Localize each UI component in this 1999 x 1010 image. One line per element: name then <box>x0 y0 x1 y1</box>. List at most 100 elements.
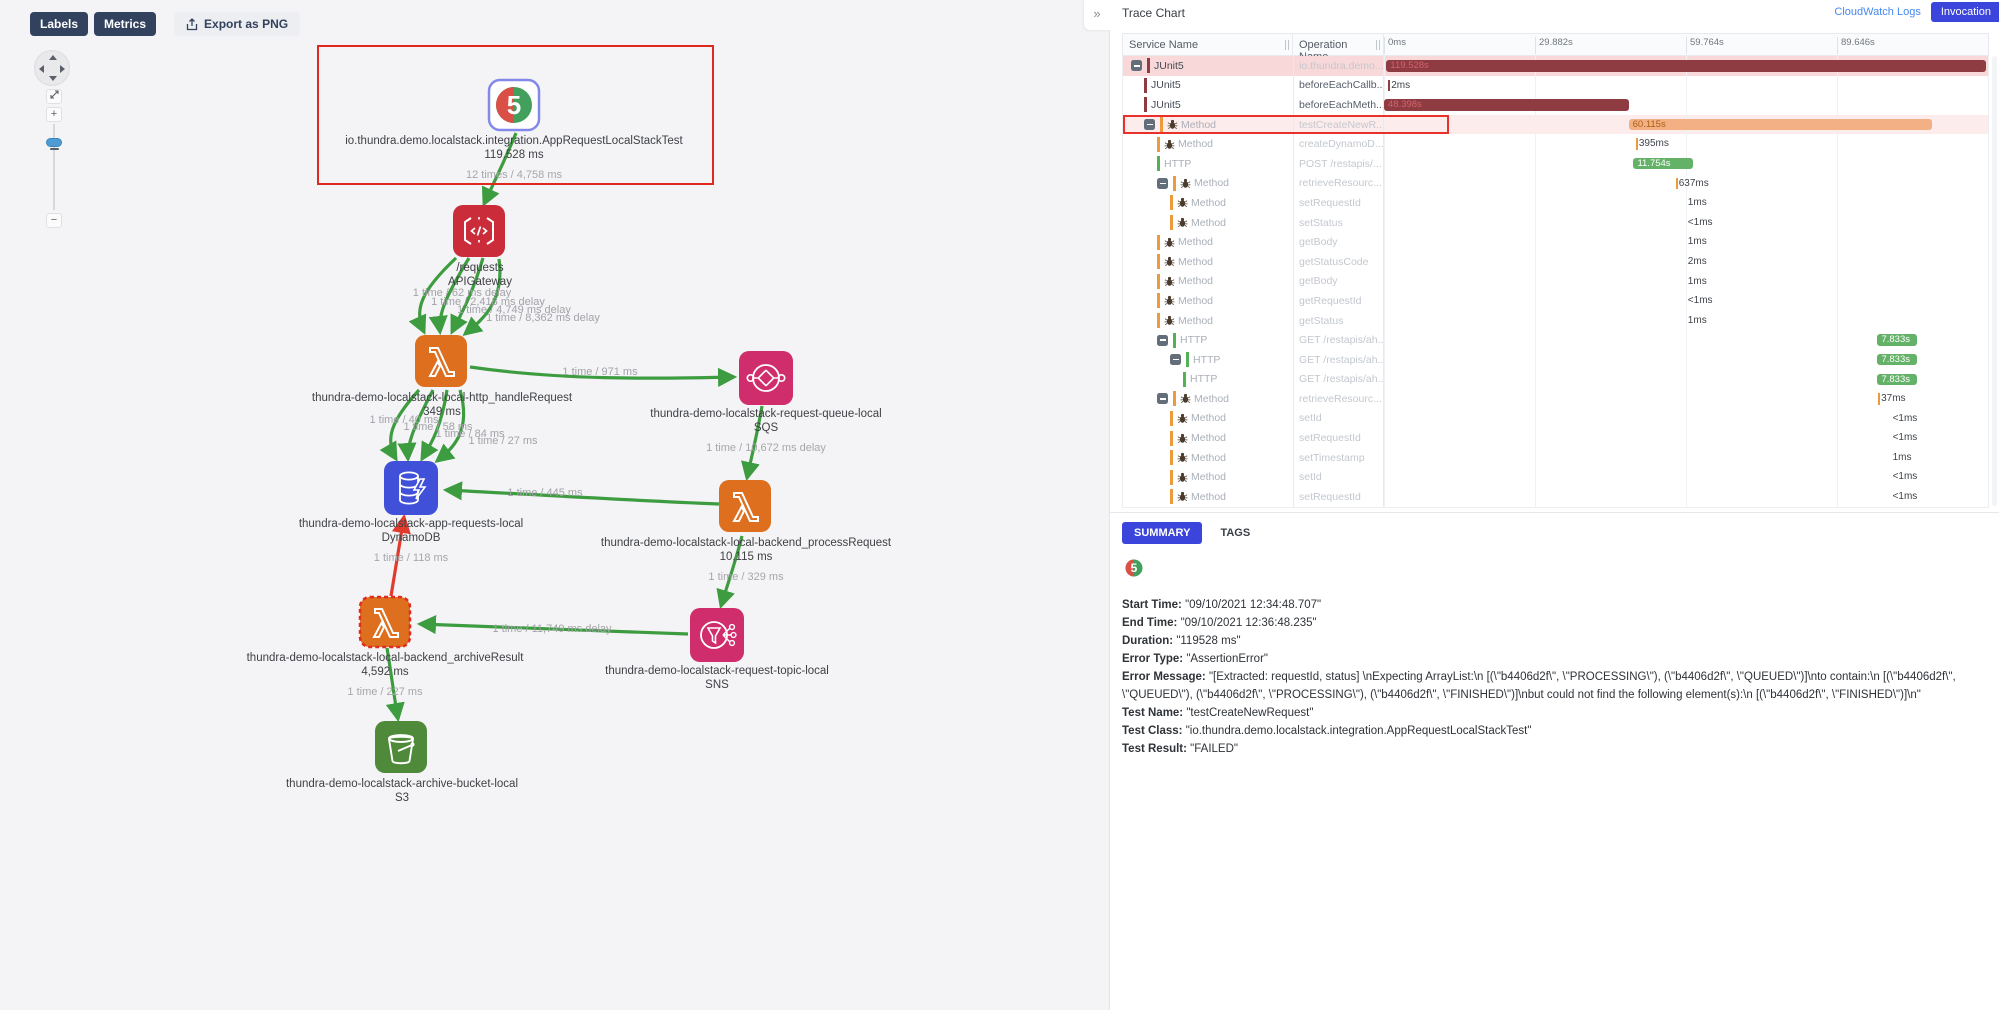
duration-bar[interactable]: 7.833s <box>1877 373 1918 385</box>
summary-fields: Start Time: "09/10/2021 12:34:48.707" End… <box>1122 596 1987 758</box>
panel-collapse-button[interactable]: » <box>1084 0 1110 30</box>
collapse-toggle[interactable] <box>1144 119 1155 131</box>
trace-row-settimestamp[interactable]: Method setTimestamp 1ms <box>1123 447 1988 468</box>
collapse-toggle[interactable] <box>1131 60 1142 72</box>
operation-name: GET /restapis/ah... <box>1293 330 1384 350</box>
pan-control[interactable] <box>34 50 70 86</box>
trace-row-retrieveresourc-[interactable]: Method retrieveResourc... 637ms <box>1123 173 1988 194</box>
tab-tags[interactable]: TAGS <box>1220 527 1251 539</box>
node-junit-test[interactable]: 5 <box>487 78 541 132</box>
trace-row-setid[interactable]: Method setId <1ms <box>1123 408 1988 429</box>
duration-value: <1ms <box>1892 471 1918 483</box>
operation-name: getStatusCode <box>1293 251 1384 272</box>
labels-button[interactable]: Labels <box>30 12 89 36</box>
trace-row-setrequestid[interactable]: Method setRequestId 1ms <box>1123 193 1988 213</box>
diagram-nav-control: + − <box>34 50 74 228</box>
node-s3[interactable] <box>375 721 427 773</box>
trace-row-get-restapis-ah-[interactable]: HTTP GET /restapis/ah... 7.833s <box>1123 330 1988 350</box>
column-header-operation[interactable]: Operation Name <box>1293 34 1384 63</box>
duration-value: <1ms <box>1892 491 1918 503</box>
zoom-out-button[interactable]: − <box>46 213 62 228</box>
node-stats: 1 time / 227 ms <box>347 686 423 698</box>
duration-bar[interactable]: 7.833s <box>1877 334 1918 346</box>
duration-bar[interactable]: 7.833s <box>1877 353 1918 366</box>
edge-label: 1 time / 445 ms <box>507 487 583 499</box>
trace-row-get-restapis-ah-[interactable]: HTTP GET /restapis/ah... 7.833s <box>1123 349 1988 370</box>
collapse-toggle[interactable] <box>1170 354 1181 366</box>
service-type-indicator <box>1144 97 1147 113</box>
node-subtitle: APIGateway <box>448 275 512 288</box>
node-dynamodb[interactable] <box>384 461 438 515</box>
trace-row-beforeeachmeth-[interactable]: JUnit5 beforeEachMeth... 48.398s <box>1123 95 1988 115</box>
summary-field-test-result-: Test Result: "FAILED" <box>1122 743 1238 755</box>
fit-view-button[interactable] <box>46 89 62 104</box>
trace-row-setrequestid[interactable]: Method setRequestId <1ms <box>1123 487 1988 507</box>
metrics-button[interactable]: Metrics <box>94 12 157 36</box>
node-stats: 1 time / 118 ms <box>373 552 449 564</box>
cloudwatch-logs-link[interactable]: CloudWatch Logs <box>1834 6 1921 18</box>
trace-row-getbody[interactable]: Method getBody 1ms <box>1123 271 1988 292</box>
node-title: thundra-demo-localstack-request-topic-lo… <box>605 665 829 677</box>
node-subtitle: S3 <box>394 791 410 804</box>
trace-row-retrieveresourc-[interactable]: Method retrieveResourc... 37ms <box>1123 389 1988 409</box>
trace-row-setstatus[interactable]: Method setStatus <1ms <box>1123 212 1988 233</box>
node-apigateway[interactable] <box>453 205 505 257</box>
trace-row-getstatuscode[interactable]: Method getStatusCode 2ms <box>1123 251 1988 272</box>
edge-label: 1 time / 4,749 ms delay <box>457 304 571 316</box>
operation-name: setRequestId <box>1293 193 1384 213</box>
trace-row-io-thundra-demo-[interactable]: JUnit5 io.thundra.demo... 119.528s <box>1123 56 1988 76</box>
lambda-icon <box>415 335 467 387</box>
duration-bar[interactable]: 48.398s <box>1384 99 1629 111</box>
pan-down-icon[interactable] <box>49 76 57 81</box>
service-type-indicator <box>1170 489 1173 505</box>
pan-up-icon[interactable] <box>49 55 57 60</box>
trace-row-testcreatenewr-[interactable]: Method testCreateNewR... 60.115s <box>1123 114 1988 135</box>
trace-row-post-restapis-[interactable]: HTTP POST /restapis/... 11.754s <box>1123 153 1988 174</box>
trace-row-setid[interactable]: Method setId <1ms <box>1123 467 1988 488</box>
node-label-apigateway: /requests APIGateway <box>260 262 700 289</box>
export-png-button[interactable]: Export as PNG <box>174 12 301 36</box>
edge-archive-to-dynamo-error <box>389 513 411 597</box>
duration-bar[interactable]: 11.754s <box>1633 157 1693 170</box>
pan-right-icon[interactable] <box>60 65 65 73</box>
node-subtitle: 119.528 ms <box>484 148 544 161</box>
node-lambda-archive[interactable] <box>358 595 412 649</box>
column-header-service[interactable]: Service Name <box>1123 34 1293 55</box>
timeline-tick: 0ms <box>1384 37 1406 54</box>
node-title: thundra-demo-localstack-request-queue-lo… <box>650 408 882 420</box>
zoom-slider-handle[interactable] <box>46 138 62 150</box>
invocation-button[interactable]: Invocation <box>1930 2 1999 22</box>
duration-bar[interactable]: 60.115s <box>1628 118 1933 131</box>
timeline-axis: 0ms 29.882s 59.764s 89.646s <box>1384 34 1988 55</box>
trace-table-scrollbar[interactable] <box>1992 56 1997 506</box>
node-title: io.thundra.demo.localstack.integration.A… <box>345 135 683 147</box>
pan-left-icon[interactable] <box>39 65 44 73</box>
operation-name: io.thundra.demo... <box>1293 56 1384 76</box>
service-type-indicator <box>1173 391 1176 407</box>
collapse-toggle[interactable] <box>1157 393 1168 405</box>
trace-row-beforeeachcallb-[interactable]: JUnit5 beforeEachCallb... 2ms <box>1123 75 1988 96</box>
edge-test-to-apigw <box>481 132 518 207</box>
edge-label: 1 time / 971 ms <box>562 366 638 378</box>
column-resize-handle[interactable] <box>1285 40 1289 50</box>
java-method-icon <box>1167 119 1178 130</box>
service-name: Method <box>1194 177 1230 190</box>
node-sqs[interactable] <box>739 351 793 405</box>
column-resize-handle[interactable] <box>1376 40 1380 50</box>
operation-name: retrieveResourc... <box>1293 389 1384 409</box>
trace-row-setrequestid[interactable]: Method setRequestId <1ms <box>1123 428 1988 448</box>
trace-row-getbody[interactable]: Method getBody 1ms <box>1123 232 1988 252</box>
collapse-toggle[interactable] <box>1157 177 1168 189</box>
collapse-toggle[interactable] <box>1157 334 1168 346</box>
tab-summary[interactable]: SUMMARY <box>1122 522 1203 544</box>
duration-bar[interactable]: 119.528s <box>1386 60 1986 72</box>
trace-row-get-restapis-ah-[interactable]: HTTP GET /restapis/ah... 7.833s <box>1123 369 1988 390</box>
trace-row-getstatus[interactable]: Method getStatus 1ms <box>1123 310 1988 331</box>
trace-row-createdynamod-[interactable]: Method createDynamoD... 395ms <box>1123 134 1988 154</box>
node-lambda-handle[interactable] <box>415 335 467 387</box>
zoom-in-button[interactable]: + <box>46 107 62 122</box>
node-sns[interactable] <box>690 608 744 662</box>
node-lambda-process[interactable] <box>719 480 771 532</box>
zoom-slider[interactable] <box>46 124 62 210</box>
trace-row-getrequestid[interactable]: Method getRequestId <1ms <box>1123 291 1988 311</box>
